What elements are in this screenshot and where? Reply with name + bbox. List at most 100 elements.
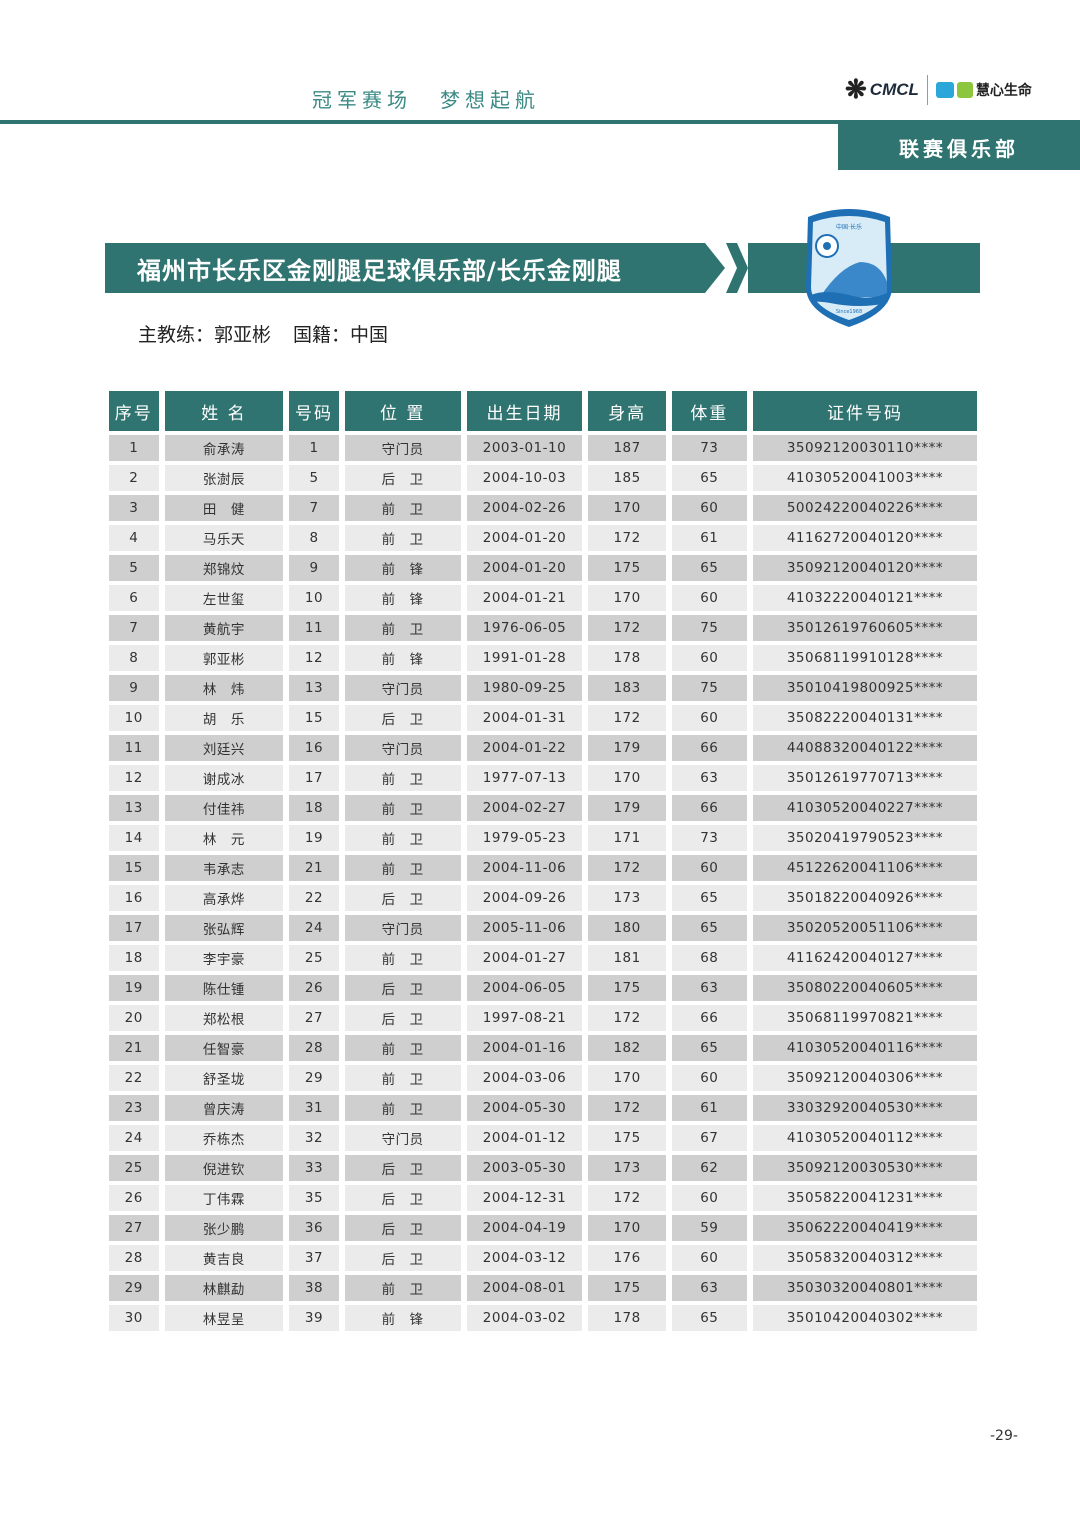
table-cell: 乔栋杰 <box>164 1125 284 1151</box>
table-row: 11 刘廷兴 16 守门员 2004-01-22 179 66 44088320040122*… <box>109 735 977 761</box>
table-cell: 黄吉良 <box>164 1245 284 1271</box>
table-cell: 180 <box>588 915 666 941</box>
table-cell: 刘廷兴 <box>164 735 284 761</box>
table-cell: 24 <box>109 1125 159 1151</box>
table-cell: 15 <box>289 705 339 731</box>
table-cell: 前 卫 <box>344 1035 461 1061</box>
table-cell: 35092120040120**** <box>752 555 977 581</box>
table-cell: 林 元 <box>164 825 284 851</box>
slogan-part: 冠军赛场 <box>312 88 412 112</box>
table-cell: 曾庆涛 <box>164 1095 284 1121</box>
table-cell: 2 <box>109 465 159 491</box>
column-header: 位 置 <box>344 391 461 431</box>
divider <box>926 74 928 105</box>
banner-arrow <box>705 243 725 293</box>
table-cell: 前 卫 <box>344 615 461 641</box>
table-cell: 35030320040801**** <box>752 1275 977 1301</box>
table-cell: 28 <box>109 1245 159 1271</box>
table-row: 29 林麒勐 38 前 卫 2004-08-01 175 63 35030320040801*… <box>109 1275 977 1301</box>
table-cell: 1991-01-28 <box>466 645 583 671</box>
table-cell: 175 <box>588 1125 666 1151</box>
table-cell: 13 <box>109 795 159 821</box>
table-cell: 13 <box>289 675 339 701</box>
table-cell: 19 <box>289 825 339 851</box>
table-cell: 2005-11-06 <box>466 915 583 941</box>
table-cell: 41030520040112**** <box>752 1125 977 1151</box>
table-cell: 4 <box>109 525 159 551</box>
table-cell: 前 卫 <box>344 1065 461 1091</box>
table-cell: 35068119910128**** <box>752 645 977 671</box>
cmcl-logo: ❋ CMCL <box>845 74 919 105</box>
table-cell: 60 <box>671 1185 747 1211</box>
table-cell: 20 <box>109 1005 159 1031</box>
table-cell: 45122620041106**** <box>752 855 977 881</box>
table-cell: 35012619760605**** <box>752 615 977 641</box>
table-cell: 前 卫 <box>344 1095 461 1121</box>
table-cell: 22 <box>109 1065 159 1091</box>
table-cell: 左世玺 <box>164 585 284 611</box>
table-cell: 2004-01-20 <box>466 525 583 551</box>
table-cell: 60 <box>671 495 747 521</box>
table-cell: 1979-05-23 <box>466 825 583 851</box>
table-cell: 170 <box>588 1065 666 1091</box>
table-cell: 75 <box>671 615 747 641</box>
table-cell: 33 <box>289 1155 339 1181</box>
table-cell: 176 <box>588 1245 666 1271</box>
table-cell: 172 <box>588 1185 666 1211</box>
table-cell: 75 <box>671 675 747 701</box>
table-cell: 66 <box>671 1005 747 1031</box>
table-cell: 65 <box>671 465 747 491</box>
table-cell: 172 <box>588 615 666 641</box>
table-cell: 38 <box>289 1275 339 1301</box>
table-cell: 后 卫 <box>344 1245 461 1271</box>
table-cell: 前 卫 <box>344 795 461 821</box>
cmcl-text: CMCL <box>869 79 919 99</box>
table-cell: 2004-10-03 <box>466 465 583 491</box>
column-header: 身高 <box>588 391 666 431</box>
table-cell: 张少鹏 <box>164 1215 284 1241</box>
table-cell: 前 卫 <box>344 765 461 791</box>
table-cell: 郑松根 <box>164 1005 284 1031</box>
table-cell: 10 <box>289 585 339 611</box>
table-cell: 林麒勐 <box>164 1275 284 1301</box>
table-cell: 32 <box>289 1125 339 1151</box>
club-crest-logo: 中国·长乐 Since1968 <box>806 209 892 327</box>
table-cell: 2004-01-27 <box>466 945 583 971</box>
slogan-part: 梦想起航 <box>440 88 540 112</box>
huixin-logo: 慧心生命 <box>935 80 1032 100</box>
table-cell: 2004-01-22 <box>466 735 583 761</box>
table-cell: 2004-03-06 <box>466 1065 583 1091</box>
table-cell: 25 <box>109 1155 159 1181</box>
table-cell: 35092120030530**** <box>752 1155 977 1181</box>
table-cell: 41032220040121**** <box>752 585 977 611</box>
table-cell: 50024220040226**** <box>752 495 977 521</box>
table-cell: 3 <box>109 495 159 521</box>
table-cell: 前 卫 <box>344 945 461 971</box>
table-cell: 31 <box>289 1095 339 1121</box>
table-cell: 谢成冰 <box>164 765 284 791</box>
table-cell: 26 <box>289 975 339 1001</box>
table-cell: 17 <box>109 915 159 941</box>
table-cell: 41030520041003**** <box>752 465 977 491</box>
table-cell: 丁伟霖 <box>164 1185 284 1211</box>
table-cell: 35092120040306**** <box>752 1065 977 1091</box>
table-cell: 守门员 <box>344 435 461 461</box>
coach-name: 主教练：郭亚彬 <box>138 324 272 346</box>
table-cell: 1977-07-13 <box>466 765 583 791</box>
table-cell: 66 <box>671 735 747 761</box>
table-row: 18 李宇豪 25 前 卫 2004-01-27 181 68 41162420040127*… <box>109 945 977 971</box>
table-cell: 舒圣垅 <box>164 1065 284 1091</box>
table-cell: 41030520040227**** <box>752 795 977 821</box>
table-cell: 35058320040312**** <box>752 1245 977 1271</box>
eye-icon <box>935 81 954 98</box>
table-cell: 36 <box>289 1215 339 1241</box>
column-header: 序号 <box>109 391 159 431</box>
table-cell: 185 <box>588 465 666 491</box>
slogan: 冠军赛场 梦想起航 <box>312 84 568 113</box>
table-row: 5 郑锦炆 9 前 锋 2004-01-20 175 65 35092120040120***… <box>109 555 977 581</box>
table-cell: 65 <box>671 885 747 911</box>
table-cell: 守门员 <box>344 915 461 941</box>
table-cell: 65 <box>671 915 747 941</box>
table-cell: 2004-03-12 <box>466 1245 583 1271</box>
